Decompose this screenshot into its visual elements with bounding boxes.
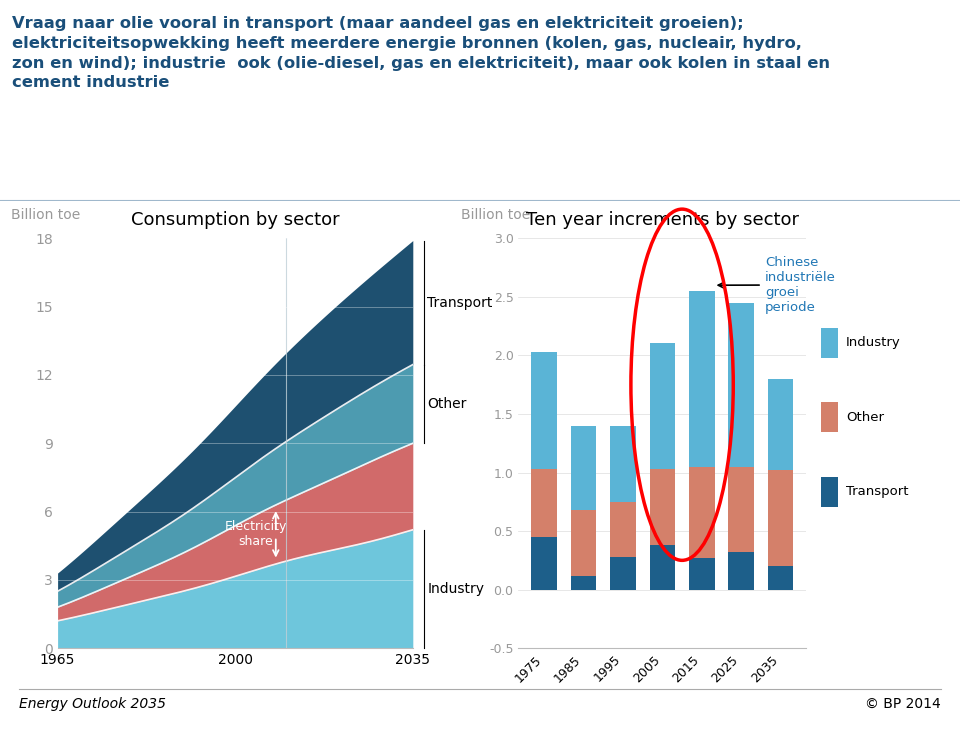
Bar: [571, 510, 596, 576]
Bar: [729, 302, 754, 466]
Bar: [532, 469, 557, 537]
Bar: [768, 379, 793, 470]
Text: Billion toe: Billion toe: [12, 208, 81, 222]
Bar: [689, 558, 714, 589]
Text: Chinese
industriële
groei
periode: Chinese industriële groei periode: [718, 256, 835, 314]
Bar: [611, 425, 636, 502]
Text: Industry: Industry: [846, 336, 900, 349]
Text: Other: Other: [427, 397, 467, 411]
Text: Transport: Transport: [427, 296, 492, 310]
Bar: [532, 537, 557, 589]
Text: Transport: Transport: [846, 485, 908, 498]
Bar: [729, 552, 754, 589]
Text: © BP 2014: © BP 2014: [865, 697, 941, 711]
Bar: [571, 425, 596, 510]
Bar: [650, 469, 675, 545]
Text: Billion toe: Billion toe: [461, 208, 530, 222]
Bar: [650, 343, 675, 469]
Text: Electricity
share: Electricity share: [225, 520, 287, 548]
Text: Energy Outlook 2035: Energy Outlook 2035: [19, 697, 166, 711]
Bar: [611, 502, 636, 557]
Bar: [689, 466, 714, 558]
Title: Ten year increments by sector: Ten year increments by sector: [526, 211, 799, 229]
Title: Consumption by sector: Consumption by sector: [131, 211, 340, 229]
Bar: [611, 557, 636, 589]
Bar: [650, 545, 675, 589]
Bar: [768, 566, 793, 589]
Text: Other: Other: [846, 410, 884, 424]
Bar: [689, 291, 714, 466]
Bar: [532, 352, 557, 469]
Bar: [571, 576, 596, 589]
Bar: [729, 466, 754, 552]
Text: Vraag naar olie vooral in transport (maar aandeel gas en elektriciteit groeien);: Vraag naar olie vooral in transport (maa…: [12, 16, 829, 90]
Text: Industry: Industry: [427, 582, 484, 596]
Bar: [768, 470, 793, 566]
